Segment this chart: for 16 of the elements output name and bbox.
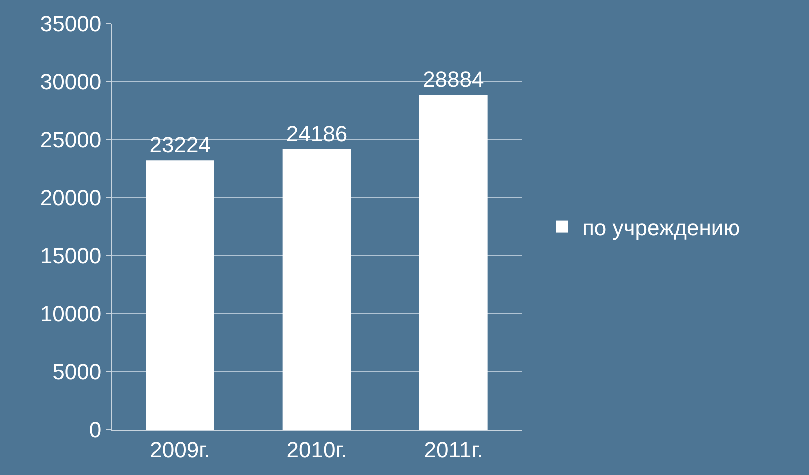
- data-label: 23224: [150, 132, 211, 158]
- y-tick-label: 20000: [40, 186, 102, 211]
- y-tick-label: 35000: [40, 12, 102, 37]
- bar: [420, 94, 488, 430]
- y-tick-label: 0: [89, 418, 102, 443]
- y-tick-label: 10000: [40, 302, 102, 327]
- bar: [146, 160, 214, 430]
- y-tick-label: 25000: [40, 128, 102, 153]
- legend-label: по учреждению: [582, 215, 740, 240]
- x-tick-label: 2011г.: [424, 437, 484, 462]
- y-tick-label: 5000: [52, 360, 102, 385]
- y-tick-label: 30000: [40, 70, 102, 95]
- x-tick-label: 2010г.: [286, 437, 348, 462]
- x-tick-label: 2009г.: [150, 437, 211, 462]
- bar: [282, 149, 352, 430]
- y-tick-label: 15000: [40, 244, 102, 269]
